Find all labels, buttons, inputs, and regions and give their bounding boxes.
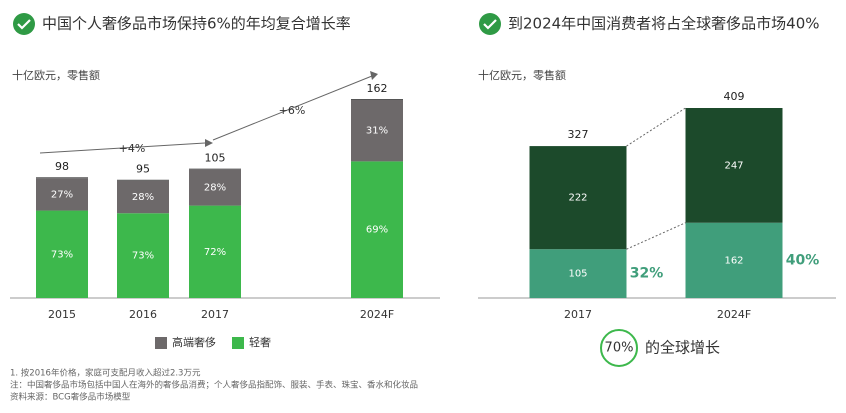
bar-segment xyxy=(529,249,627,298)
footnote: 1. 按2016年价格，家庭可支配月收入超过2.3万元 xyxy=(10,368,201,379)
chart-title: 到2024年中国消费者将占全球奢侈品市场40% xyxy=(508,15,820,33)
x-tick-label: 2017 xyxy=(564,308,592,321)
connector xyxy=(626,107,686,147)
x-tick-label: 2016 xyxy=(129,308,157,321)
segment-label: 222 xyxy=(568,193,587,204)
growth-circle xyxy=(600,329,638,367)
growth-arrows xyxy=(39,71,378,154)
x-tick-label: 2017 xyxy=(201,308,229,321)
annotation: +4% xyxy=(119,142,146,155)
unit-label: 十亿欧元，零售额 xyxy=(12,68,100,82)
icon-right xyxy=(479,13,501,35)
legend-swatch xyxy=(232,337,244,349)
bar-segment xyxy=(685,108,783,223)
bar-segment xyxy=(529,146,627,250)
global-growth: 70% xyxy=(605,341,634,356)
total-label: 98 xyxy=(55,160,69,173)
annotation: +6% xyxy=(279,104,306,117)
total-label: 162 xyxy=(367,82,388,95)
segment-label: 105 xyxy=(568,269,587,280)
segment-label: 73% xyxy=(51,249,73,260)
total-label: 95 xyxy=(136,163,150,176)
segment-label: 28% xyxy=(132,192,154,203)
segment-label: 27% xyxy=(51,189,73,200)
segment-label: 247 xyxy=(724,160,743,171)
footnote: 资料来源：BCG奢侈品市场模型 xyxy=(10,392,131,403)
legend-label: 高端奢侈 xyxy=(172,335,216,349)
segment-label: 31% xyxy=(366,126,388,137)
chart-title: 中国个人奢侈品市场保持6%的年均复合增长率 xyxy=(42,15,351,33)
bar-segment xyxy=(351,100,403,162)
share-label: 40% xyxy=(786,252,820,268)
segment-label: 72% xyxy=(204,247,226,258)
connector xyxy=(626,222,686,250)
bar-segment xyxy=(36,210,88,298)
x-tick-label: 2024F xyxy=(717,308,751,321)
footnote: 注：中国奢侈品市场包括中国人在海外的奢侈品消费；个人奢侈品指配饰、服装、手表、珠… xyxy=(10,380,418,391)
total-label: 409 xyxy=(724,90,745,103)
legend-label: 轻奢 xyxy=(249,335,271,349)
bar-segment xyxy=(117,180,169,214)
segment-label: 28% xyxy=(204,183,226,194)
bar-segment xyxy=(36,178,88,211)
legend-swatch xyxy=(155,337,167,349)
bar-segment xyxy=(685,222,783,298)
global-growth-text: 的全球增长 xyxy=(645,339,720,357)
bar-segment xyxy=(189,205,241,298)
segment-label: 162 xyxy=(724,255,743,266)
segment-label: 73% xyxy=(132,251,154,262)
x-tick-label: 2024F xyxy=(360,308,394,321)
icon-left xyxy=(13,13,35,35)
segment-label: 69% xyxy=(366,225,388,236)
total-label: 327 xyxy=(568,128,589,141)
bar-segment xyxy=(351,161,403,298)
total-label: 105 xyxy=(205,152,226,165)
bar-segment xyxy=(189,169,241,206)
share-label: 32% xyxy=(630,266,664,282)
bar-segment xyxy=(117,213,169,298)
x-tick-label: 2015 xyxy=(48,308,76,321)
unit-label: 十亿欧元，零售额 xyxy=(478,68,566,82)
